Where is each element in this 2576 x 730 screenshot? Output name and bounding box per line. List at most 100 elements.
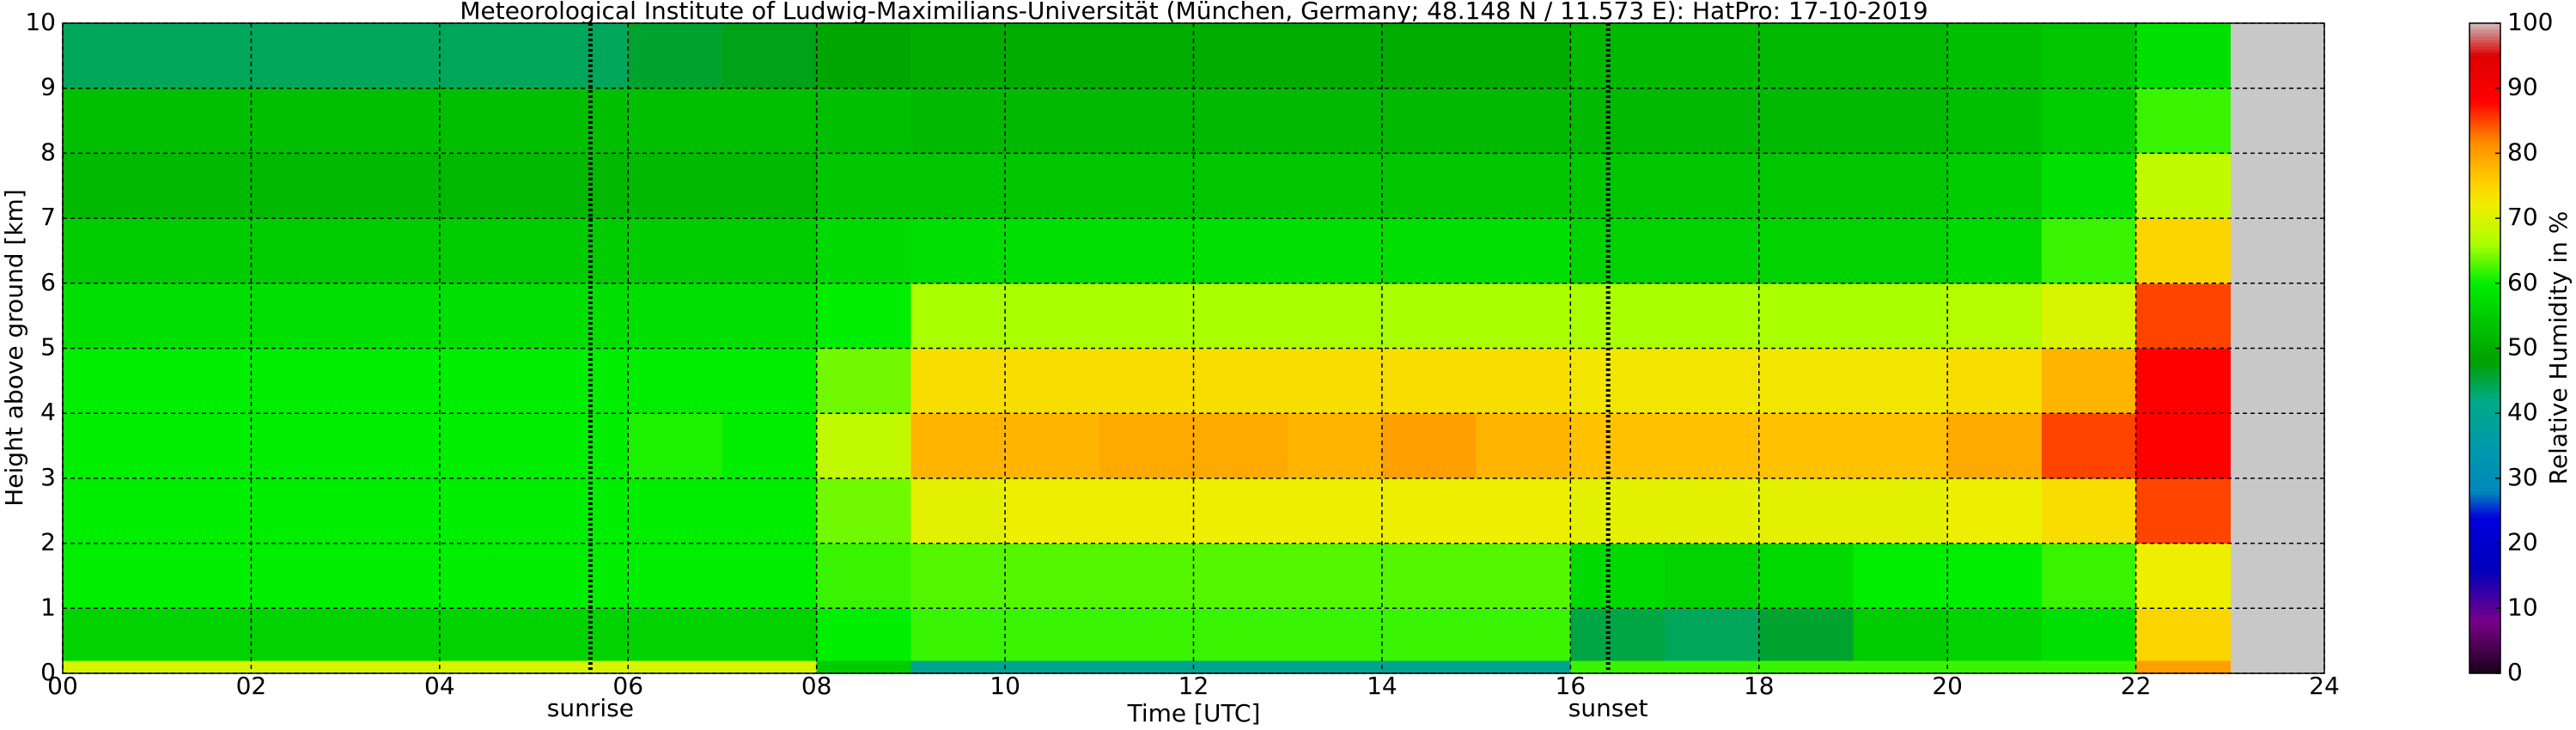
heatmap-cell — [1005, 283, 1100, 349]
x-axis-label: Time [UTC] — [1127, 699, 1261, 727]
colorbar-segment — [2469, 494, 2500, 499]
colorbar-segment — [2469, 315, 2500, 319]
colorbar-segment — [2469, 650, 2500, 654]
colorbar-segment — [2469, 468, 2500, 472]
heatmap-cell — [2135, 608, 2231, 661]
heatmap-cell — [816, 23, 911, 89]
heatmap-cell — [1193, 608, 1288, 661]
colorbar-segment — [2469, 332, 2500, 336]
colorbar-segment — [2469, 585, 2500, 590]
heatmap-cell — [1476, 88, 1571, 154]
colorbar-tick-label: 100 — [2507, 8, 2553, 36]
heatmap-cell — [628, 218, 723, 284]
heatmap-cell — [1853, 218, 1948, 284]
heatmap-cell — [1665, 88, 1760, 154]
colorbar-segment — [2469, 572, 2500, 576]
colorbar-segment — [2469, 406, 2500, 411]
heatmap-cell — [910, 283, 1006, 349]
heatmap-cell — [439, 543, 535, 609]
colorbar-segment — [2469, 507, 2500, 512]
colorbar-segment — [2469, 595, 2500, 599]
heatmap-cell — [345, 478, 441, 544]
colorbar-tick-label: 10 — [2507, 593, 2538, 621]
colorbar-segment — [2469, 62, 2500, 66]
colorbar-segment — [2469, 484, 2500, 489]
colorbar-segment — [2469, 295, 2500, 301]
colorbar-segment — [2469, 634, 2500, 638]
x-tick-label: 22 — [2121, 672, 2152, 700]
heatmap-cell — [1947, 88, 2043, 154]
heatmap-cell — [1758, 478, 1854, 544]
colorbar-segment — [2469, 351, 2500, 356]
colorbar-segment — [2469, 159, 2500, 164]
colorbar-segment — [2469, 234, 2500, 239]
heatmap-cell — [1947, 660, 2043, 674]
heatmap-cell — [2135, 218, 2231, 284]
colorbar-segment — [2469, 419, 2500, 424]
heatmap-cell — [1947, 218, 2043, 284]
colorbar-segment — [2469, 624, 2500, 629]
colorbar-segment — [2469, 426, 2500, 430]
heatmap-cell — [1853, 153, 1948, 219]
x-tick-label: 04 — [424, 672, 455, 700]
heatmap-cell — [439, 153, 535, 219]
heatmap-cell — [156, 283, 252, 349]
colorbar-segment — [2469, 670, 2500, 674]
colorbar-segment — [2469, 459, 2500, 463]
colorbar-segment — [2469, 510, 2500, 515]
heatmap-cell — [1381, 153, 1477, 219]
heatmap-cell — [1476, 153, 1571, 219]
colorbar-segment — [2469, 204, 2500, 210]
heatmap-cell — [1665, 478, 1760, 544]
colorbar-segment — [2469, 488, 2500, 492]
colorbar-segment — [2469, 266, 2500, 271]
heatmap-cell — [1758, 660, 1854, 674]
colorbar-tick-label: 30 — [2507, 463, 2538, 491]
heatmap-cell — [1570, 23, 1666, 89]
heatmap-cell — [1665, 660, 1760, 674]
colorbar-segment — [2469, 390, 2500, 394]
colorbar-segment — [2469, 637, 2500, 642]
heatmap-cell — [1005, 660, 1100, 674]
colorbar-segment — [2469, 104, 2500, 108]
colorbar-tick-label: 70 — [2507, 203, 2538, 231]
colorbar-segment — [2469, 146, 2500, 151]
heatmap-cell — [1758, 218, 1854, 284]
heatmap-cell — [1853, 88, 1948, 154]
heatmap-cell — [251, 660, 346, 674]
heatmap-cell — [251, 153, 346, 219]
heatmap-cell — [63, 218, 158, 284]
y-tick-label: 2 — [40, 528, 56, 557]
heatmap-cell — [722, 283, 818, 349]
colorbar-segment — [2469, 491, 2500, 496]
colorbar-segment — [2469, 478, 2500, 483]
heatmap-cell — [1193, 153, 1288, 219]
heatmap-cell — [628, 660, 723, 674]
heatmap-cell — [1476, 478, 1571, 544]
heatmap-cell — [1288, 478, 1383, 544]
heatmap-cell — [63, 348, 158, 414]
colorbar-segment — [2469, 654, 2500, 658]
heatmap-cell — [1758, 413, 1854, 479]
heatmap-cell — [2135, 23, 2231, 89]
colorbar-segment — [2469, 55, 2500, 60]
colorbar-segment — [2469, 211, 2500, 216]
y-tick-label: 10 — [25, 8, 56, 36]
heatmap-cell — [1193, 88, 1288, 154]
colorbar-tick-label: 80 — [2507, 137, 2538, 166]
colorbar-segment — [2469, 344, 2500, 349]
heatmap-cell — [1193, 23, 1288, 89]
heatmap-cell — [910, 660, 1006, 674]
heatmap-cell — [1758, 23, 1854, 89]
colorbar-segment — [2469, 461, 2500, 466]
heatmap-cell — [2135, 478, 2231, 544]
heatmap-cell — [1193, 218, 1288, 284]
colorbar-segment — [2469, 312, 2500, 317]
colorbar-segment — [2469, 552, 2500, 557]
colorbar-segment — [2469, 582, 2500, 587]
colorbar-label: Relative Humidity in % — [2544, 211, 2573, 485]
heatmap-cell — [2135, 88, 2231, 154]
heatmap-cell — [722, 660, 818, 674]
x-tick-label: 02 — [236, 672, 267, 700]
heatmap-cell — [533, 23, 629, 89]
